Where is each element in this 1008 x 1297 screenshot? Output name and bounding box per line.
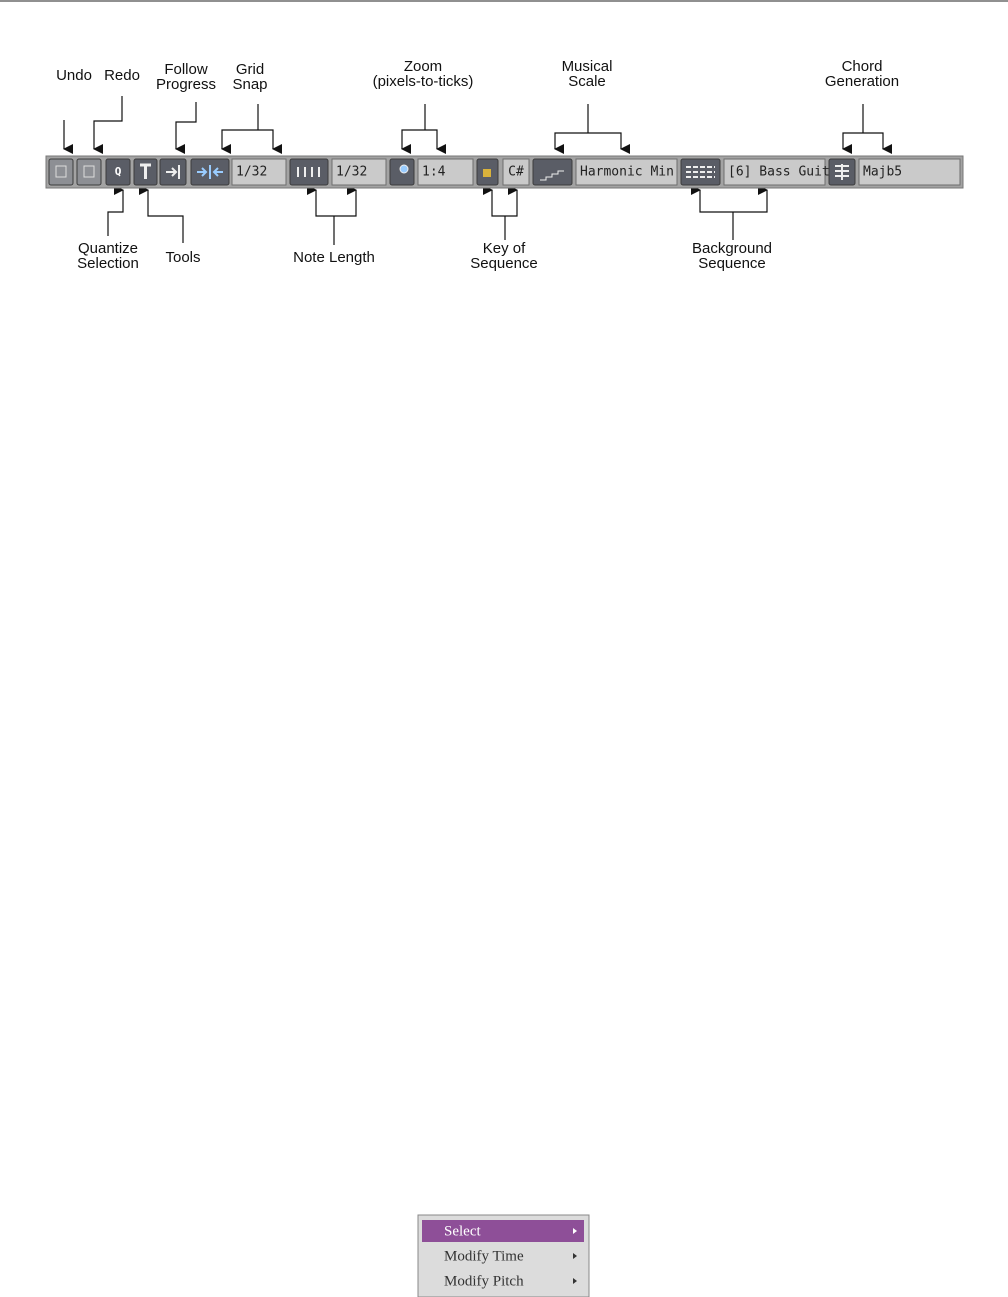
tool-button[interactable] xyxy=(76,158,102,186)
follow-icon xyxy=(166,165,180,179)
combo-field[interactable] xyxy=(331,158,387,186)
note-icon xyxy=(297,167,320,177)
annotation: Chord Generation xyxy=(825,58,899,90)
redo-icon xyxy=(83,165,95,178)
annotation-line: Grid xyxy=(236,61,264,78)
submenu-arrow xyxy=(573,1228,577,1234)
annotation-line: Sequence xyxy=(470,255,538,272)
annotation-line: Background xyxy=(692,240,772,257)
annotation-line: Follow xyxy=(164,61,208,78)
combo-field[interactable] xyxy=(858,158,961,186)
annotation: Follow Progress xyxy=(156,61,216,93)
combo-text[interactable]: 1:4 xyxy=(422,165,446,180)
annotation-line: Quantize xyxy=(78,240,138,257)
combo-field[interactable] xyxy=(231,158,287,186)
key-button[interactable] xyxy=(502,158,530,186)
annotation-line: Sequence xyxy=(698,255,766,272)
annotation-line: Musical xyxy=(562,58,613,75)
combo-text[interactable]: [6] Bass Guita xyxy=(728,165,838,180)
annotation: Musical Scale xyxy=(562,58,613,90)
tool-button[interactable] xyxy=(532,158,573,186)
annotation: Key of Sequence xyxy=(470,240,538,272)
combo-text[interactable]: Majb5 xyxy=(863,165,902,180)
annotation: Note Length xyxy=(293,249,375,266)
annotation-line: Generation xyxy=(825,73,899,90)
annotation-line: Undo xyxy=(56,67,92,84)
menu-item[interactable]: Select xyxy=(444,1223,481,1239)
zoom-icon xyxy=(399,164,409,174)
annotation-line: Snap xyxy=(232,76,267,93)
tool-button[interactable] xyxy=(289,158,329,186)
annotation: Quantize Selection xyxy=(77,240,139,272)
annotation-line: Zoom xyxy=(404,58,442,75)
snap-icon xyxy=(197,165,223,179)
annotation-line: Key of xyxy=(483,240,526,257)
annotation-line: (pixels-to-ticks) xyxy=(373,73,474,90)
annotation-line: Progress xyxy=(156,76,216,93)
annotation-line: Scale xyxy=(568,73,606,90)
annotation-line: Chord xyxy=(842,58,883,75)
annotation: Tools xyxy=(165,249,200,266)
toolbar: Q 1/32 1/32 1:4 C# Harmonic Min [6] Bass Guita… xyxy=(45,155,964,189)
menu-item[interactable]: Modify Pitch xyxy=(444,1273,524,1289)
lock-icon xyxy=(483,169,491,177)
annotation: Background Sequence xyxy=(692,240,772,272)
combo-text[interactable]: 1/32 xyxy=(236,165,267,180)
combo-field[interactable] xyxy=(417,158,474,186)
annotation: Zoom (pixels-to-ticks) xyxy=(373,58,474,90)
key-text[interactable]: C# xyxy=(508,165,524,180)
tools-icon xyxy=(140,163,151,179)
annotation-line: Note Length xyxy=(293,249,375,266)
annotation: Undo xyxy=(56,67,92,84)
menu-highlight xyxy=(422,1220,584,1242)
scale-icon xyxy=(540,170,564,181)
combo-text[interactable]: Harmonic Min xyxy=(580,165,674,180)
undo-icon xyxy=(55,165,67,178)
annotation-line: Selection xyxy=(77,255,139,272)
tool-button[interactable] xyxy=(48,158,74,186)
annotation-line: Redo xyxy=(104,67,140,84)
combo-text[interactable]: 1/32 xyxy=(336,165,367,180)
annotation: Redo xyxy=(104,67,140,84)
annotation-arrows xyxy=(63,96,892,245)
annotation: Grid Snap xyxy=(232,61,267,93)
context-menu: Select Modify Time Modify Pitch xyxy=(417,1214,590,1297)
quantize-label[interactable]: Q xyxy=(115,165,122,178)
menu-item[interactable]: Modify Time xyxy=(444,1248,524,1264)
tool-button[interactable] xyxy=(105,158,131,186)
combo-field[interactable] xyxy=(723,158,826,186)
submenu-arrow xyxy=(573,1253,577,1259)
submenu-arrow xyxy=(573,1278,577,1284)
chord-icon xyxy=(835,164,849,180)
combo-field[interactable] xyxy=(575,158,678,186)
sequence-icon xyxy=(686,166,715,178)
annotation-line: Tools xyxy=(165,249,200,266)
